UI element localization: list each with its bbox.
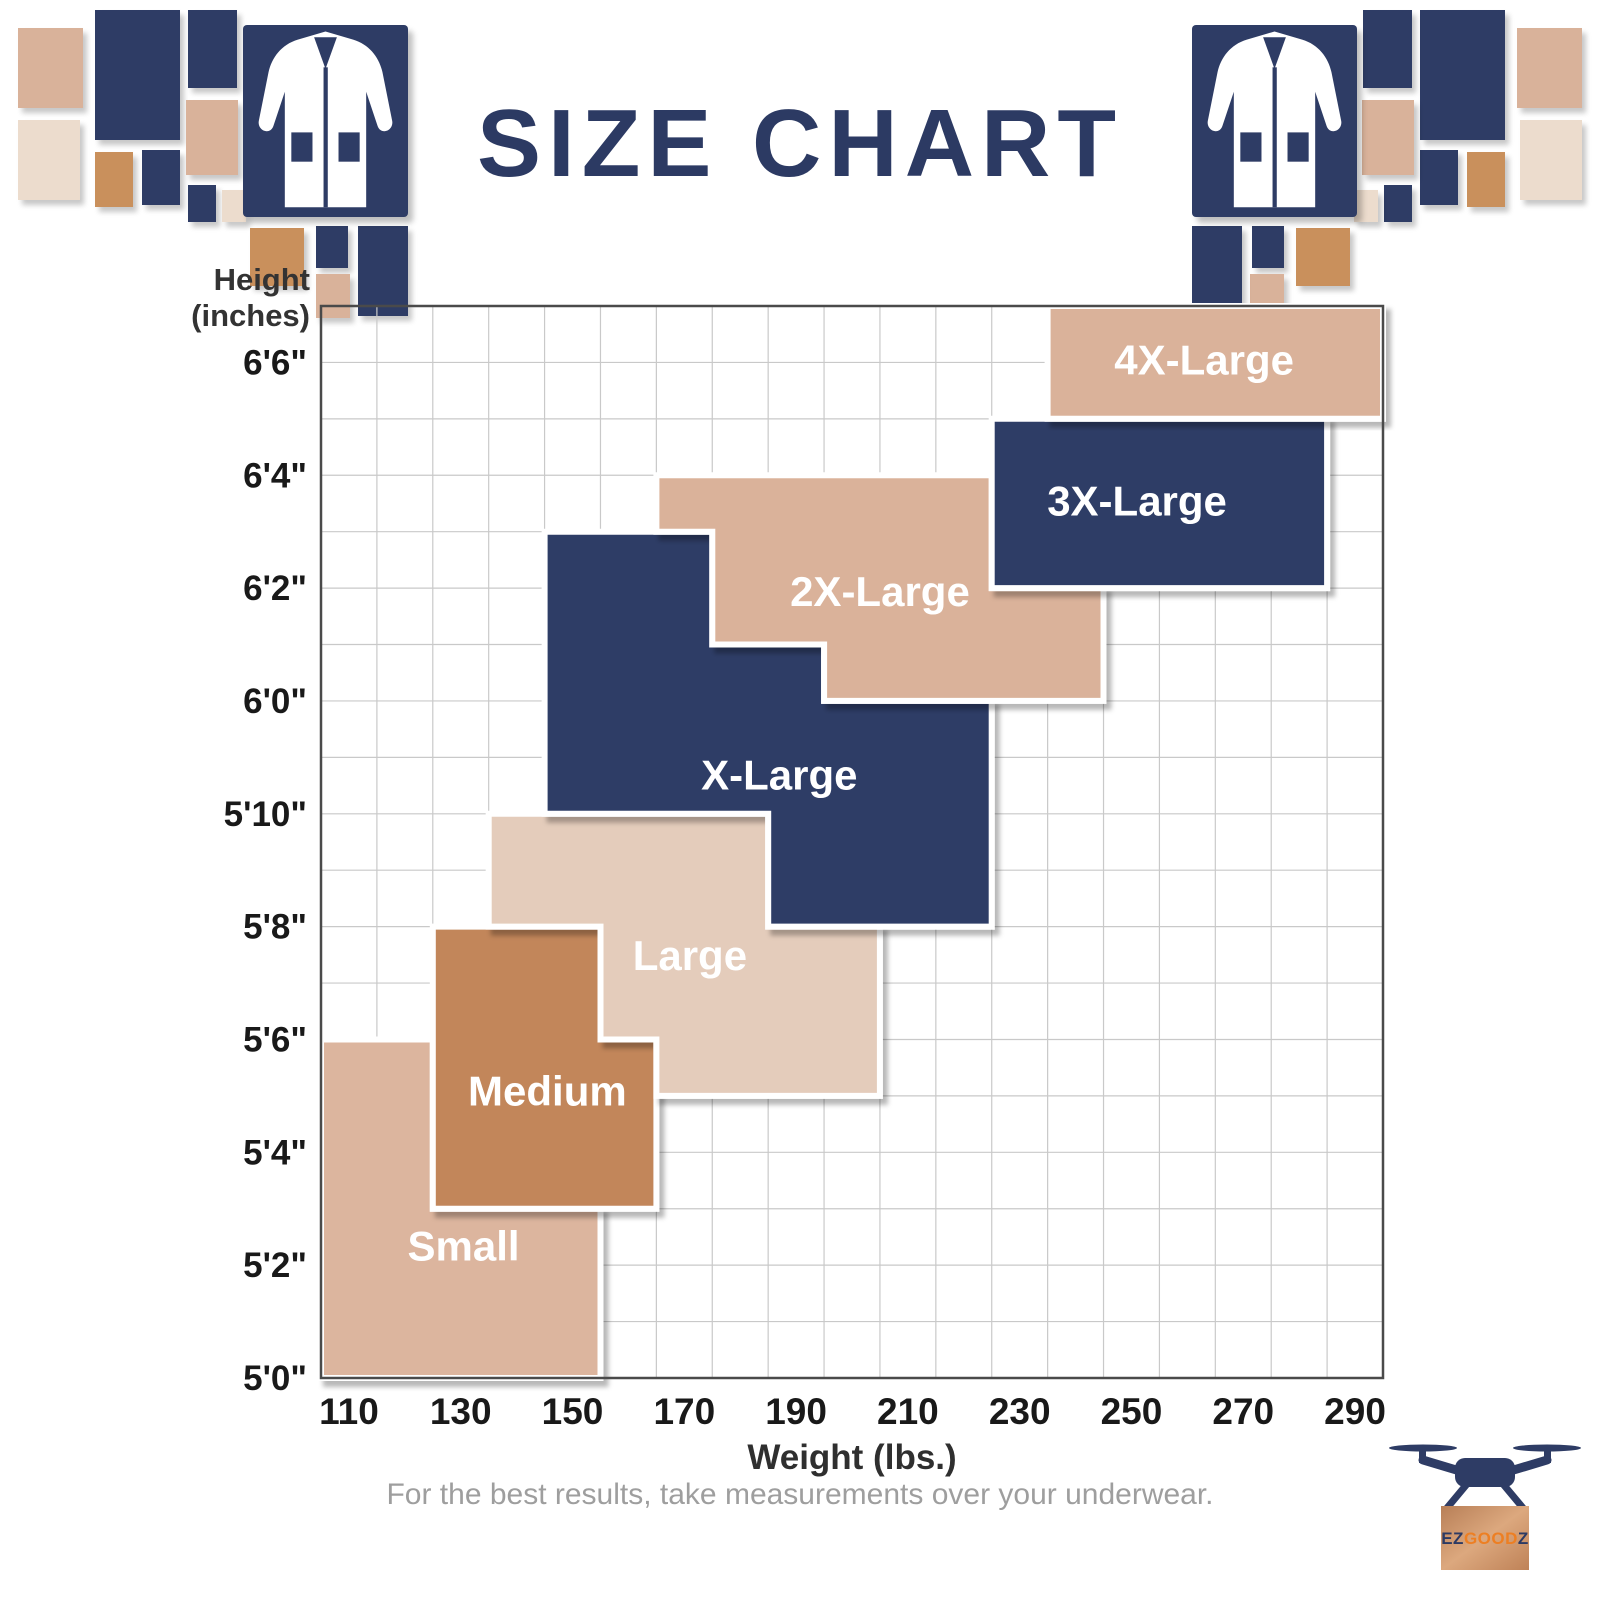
lab-coat-icon — [1192, 25, 1357, 217]
mosaic-tile — [188, 10, 237, 88]
size-region-label-2x-large: 2X-Large — [790, 568, 970, 615]
coat-pocket-right — [1287, 132, 1309, 162]
mosaic-tile — [1363, 10, 1412, 88]
mosaic-tile — [142, 150, 180, 205]
size-region-label-large: Large — [633, 932, 747, 979]
y-axis-title-line: Height — [213, 262, 310, 297]
mosaic-tile — [1192, 226, 1242, 316]
mosaic-tile — [95, 10, 180, 140]
lab-coat-icon — [243, 25, 408, 217]
mosaic-tile — [222, 190, 246, 222]
x-tick-label: 210 — [877, 1391, 939, 1432]
mosaic-tile — [1296, 228, 1350, 286]
mosaic-tile — [188, 185, 216, 222]
mosaic-tile — [1362, 100, 1414, 175]
y-tick-label: 5'0" — [243, 1359, 307, 1398]
page-title: SIZE CHART — [477, 90, 1123, 197]
mosaic-tile — [1354, 190, 1378, 222]
coat-pocket-left — [1240, 132, 1262, 162]
y-axis-title-line: (inches) — [191, 297, 310, 333]
mosaic-tile — [1252, 226, 1284, 268]
delivery-drone-icon — [1389, 1444, 1581, 1512]
x-tick-label: 130 — [430, 1391, 492, 1432]
x-tick-label: 270 — [1212, 1391, 1274, 1432]
footer-note: For the best results, take measurements … — [386, 1478, 1214, 1511]
y-tick-label: 5'6" — [243, 1020, 307, 1059]
x-tick-label: 190 — [765, 1391, 827, 1432]
x-tick-label: 170 — [653, 1391, 715, 1432]
y-tick-label: 5'4" — [243, 1133, 307, 1172]
y-axis-title: Height (inches) — [150, 262, 310, 333]
coat-pocket-right — [338, 132, 360, 162]
x-tick-label: 110 — [319, 1391, 379, 1432]
mosaic-tile — [186, 100, 238, 175]
coat-center-seam — [1272, 67, 1277, 208]
logo-text: EZGOODZ — [1441, 1529, 1529, 1548]
size-region-label-4x-large: 4X-Large — [1114, 337, 1294, 384]
y-tick-label: 6'0" — [243, 682, 307, 721]
y-tick-label: 6'2" — [243, 569, 307, 608]
size-region-label-3x-large: 3X-Large — [1047, 478, 1227, 525]
package-box-icon: EZGOODZ — [1441, 1506, 1529, 1570]
x-tick-label: 150 — [542, 1391, 604, 1432]
mosaic-tile — [1467, 152, 1505, 207]
size-region-label-small: Small — [408, 1222, 520, 1269]
size-region-label-x-large: X-Large — [701, 751, 857, 798]
x-tick-label: 230 — [989, 1391, 1051, 1432]
y-tick-label: 5'10" — [224, 795, 307, 834]
y-tick-label: 6'6" — [243, 343, 307, 382]
coat-pocket-left — [291, 132, 313, 162]
mosaic-tile — [1420, 150, 1458, 205]
x-axis-title: Weight (lbs.) — [747, 1438, 957, 1477]
y-tick-label: 5'8" — [243, 908, 307, 947]
y-tick-label: 6'4" — [243, 456, 307, 495]
mosaic-tile — [1384, 185, 1412, 222]
coat-collar-opening — [314, 37, 337, 69]
mosaic-tile — [250, 228, 304, 286]
mosaic-tile — [95, 152, 133, 207]
mosaic-tile — [18, 28, 83, 108]
mosaic-tile — [1517, 28, 1582, 108]
x-tick-label: 290 — [1324, 1391, 1386, 1432]
mosaic-tile — [18, 120, 80, 200]
brand-logo: EZGOODZ — [1385, 1408, 1585, 1586]
coat-collar-opening — [1263, 37, 1286, 69]
chart-svg: Small Medium Large X-Large 2X-Large 3X-Large 4… — [224, 303, 1386, 1432]
mosaic-tile — [1420, 10, 1505, 140]
y-tick-label: 5'2" — [243, 1246, 307, 1285]
plot-border — [319, 304, 1385, 1380]
mosaic-tile — [316, 226, 348, 268]
coat-center-seam — [323, 67, 328, 208]
size-region-label-medium: Medium — [468, 1067, 627, 1114]
mosaic-tile — [1520, 120, 1582, 200]
mosaic-tile — [358, 226, 408, 316]
x-tick-label: 250 — [1101, 1391, 1163, 1432]
